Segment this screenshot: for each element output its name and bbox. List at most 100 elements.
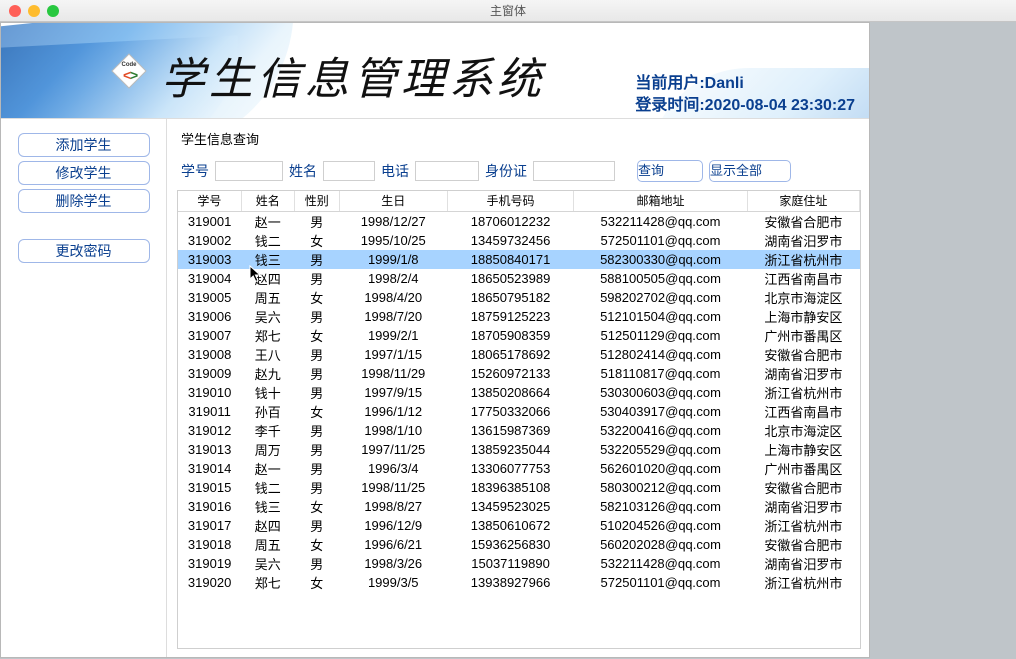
table-cell: 532205529@qq.com <box>574 440 747 459</box>
add-student-button[interactable]: 添加学生 <box>18 133 150 157</box>
table-row[interactable]: 319011孙百女1996/1/1217750332066530403917@q… <box>178 402 860 421</box>
table-row[interactable]: 319019吴六男1998/3/2615037119890532211428@q… <box>178 554 860 573</box>
table-cell: 512101504@qq.com <box>574 307 747 326</box>
body-row: 添加学生 修改学生 删除学生 更改密码 学生信息查询 学号 姓名 电话 身份证 … <box>1 119 869 657</box>
table-cell: 319008 <box>178 345 241 364</box>
table-cell: 男 <box>294 364 339 383</box>
col-header[interactable]: 学号 <box>178 191 241 211</box>
table-cell: 安徽省合肥市 <box>747 211 859 231</box>
table-cell: 1997/1/15 <box>339 345 447 364</box>
table-cell: 1998/1/10 <box>339 421 447 440</box>
table-cell: 319016 <box>178 497 241 516</box>
table-cell: 319020 <box>178 573 241 592</box>
delete-student-button[interactable]: 删除学生 <box>18 189 150 213</box>
table-cell: 安徽省合肥市 <box>747 345 859 364</box>
show-all-button[interactable]: 显示全部 <box>709 160 791 182</box>
table-cell: 男 <box>294 307 339 326</box>
table-cell: 580300212@qq.com <box>574 478 747 497</box>
table-row[interactable]: 319014赵一男1996/3/413306077753562601020@qq… <box>178 459 860 478</box>
col-header[interactable]: 生日 <box>339 191 447 211</box>
table-row[interactable]: 319015钱二男1998/11/2518396385108580300212@… <box>178 478 860 497</box>
table-row[interactable]: 319009赵九男1998/11/2915260972133518110817@… <box>178 364 860 383</box>
table-row[interactable]: 319017赵四男1996/12/913850610672510204526@q… <box>178 516 860 535</box>
table-cell: 安徽省合肥市 <box>747 478 859 497</box>
input-sno[interactable] <box>215 161 283 181</box>
table-row[interactable]: 319005周五女1998/4/2018650795182598202702@q… <box>178 288 860 307</box>
table-cell: 530403917@qq.com <box>574 402 747 421</box>
table-row[interactable]: 319002钱二女1995/10/2513459732456572501101@… <box>178 231 860 250</box>
table-row[interactable]: 319003钱三男1999/1/818850840171582300330@qq… <box>178 250 860 269</box>
input-id[interactable] <box>533 161 615 181</box>
table-cell: 13859235044 <box>447 440 574 459</box>
table-row[interactable]: 319016钱三女1998/8/2713459523025582103126@q… <box>178 497 860 516</box>
table-cell: 588100505@qq.com <box>574 269 747 288</box>
table-cell: 女 <box>294 402 339 421</box>
table-cell: 周万 <box>241 440 294 459</box>
table-cell: 男 <box>294 421 339 440</box>
col-header[interactable]: 家庭住址 <box>747 191 859 211</box>
edit-student-button[interactable]: 修改学生 <box>18 161 150 185</box>
table-row[interactable]: 319008王八男1997/1/1518065178692512802414@q… <box>178 345 860 364</box>
table-cell: 319001 <box>178 211 241 231</box>
table-cell: 江西省南昌市 <box>747 269 859 288</box>
table-cell: 319003 <box>178 250 241 269</box>
table-row[interactable]: 319020郑七女1999/3/513938927966572501101@qq… <box>178 573 860 592</box>
col-header[interactable]: 邮箱地址 <box>574 191 747 211</box>
table-cell: 1999/3/5 <box>339 573 447 592</box>
label-id: 身份证 <box>485 161 527 181</box>
table-row[interactable]: 319007郑七女1999/2/118705908359512501129@qq… <box>178 326 860 345</box>
table-row[interactable]: 319013周万男1997/11/2513859235044532205529@… <box>178 440 860 459</box>
login-time: 2020-08-04 23:30:27 <box>705 97 855 114</box>
input-tel[interactable] <box>415 161 479 181</box>
table-row[interactable]: 319001赵一男1998/12/2718706012232532211428@… <box>178 211 860 231</box>
table-cell: 532211428@qq.com <box>574 211 747 231</box>
table-cell: 男 <box>294 250 339 269</box>
table-cell: 562601020@qq.com <box>574 459 747 478</box>
table-cell: 1998/11/29 <box>339 364 447 383</box>
table-cell: 1997/9/15 <box>339 383 447 402</box>
table-cell: 319011 <box>178 402 241 421</box>
table-row[interactable]: 319018周五女1996/6/2115936256830560202028@q… <box>178 535 860 554</box>
table-cell: 13459523025 <box>447 497 574 516</box>
table-cell: 560202028@qq.com <box>574 535 747 554</box>
table-cell: 周五 <box>241 535 294 554</box>
table-cell: 319007 <box>178 326 241 345</box>
table-cell: 男 <box>294 554 339 573</box>
table-cell: 浙江省杭州市 <box>747 250 859 269</box>
col-header[interactable]: 性别 <box>294 191 339 211</box>
col-header[interactable]: 手机号码 <box>447 191 574 211</box>
table-cell: 319006 <box>178 307 241 326</box>
table-cell: 赵四 <box>241 269 294 288</box>
table-cell: 319018 <box>178 535 241 554</box>
student-table-wrap: 学号姓名性别生日手机号码邮箱地址家庭住址 319001赵一男1998/12/27… <box>177 190 861 649</box>
table-cell: 钱三 <box>241 497 294 516</box>
table-cell: 532200416@qq.com <box>574 421 747 440</box>
table-cell: 530300603@qq.com <box>574 383 747 402</box>
table-cell: 13850208664 <box>447 383 574 402</box>
table-row[interactable]: 319012李千男1998/1/1013615987369532200416@q… <box>178 421 860 440</box>
main-window: Code < > 学生信息管理系统 当前用户:Danli 登录时间:2020-0… <box>0 22 870 658</box>
change-password-button[interactable]: 更改密码 <box>18 239 150 263</box>
table-cell: 女 <box>294 535 339 554</box>
table-cell: 湖南省汨罗市 <box>747 364 859 383</box>
table-cell: 广州市番禺区 <box>747 459 859 478</box>
table-cell: 1996/3/4 <box>339 459 447 478</box>
table-cell: 1997/11/25 <box>339 440 447 459</box>
table-row[interactable]: 319010钱十男1997/9/1513850208664530300603@q… <box>178 383 860 402</box>
table-cell: 18706012232 <box>447 211 574 231</box>
input-name[interactable] <box>323 161 375 181</box>
sidebar: 添加学生 修改学生 删除学生 更改密码 <box>1 119 167 657</box>
search-button[interactable]: 查询 <box>637 160 703 182</box>
table-cell: 湖南省汨罗市 <box>747 497 859 516</box>
table-cell: 男 <box>294 211 339 231</box>
table-cell: 319013 <box>178 440 241 459</box>
table-cell: 1999/1/8 <box>339 250 447 269</box>
table-cell: 赵一 <box>241 211 294 231</box>
table-cell: 1998/8/27 <box>339 497 447 516</box>
table-cell: 319005 <box>178 288 241 307</box>
table-cell: 王八 <box>241 345 294 364</box>
col-header[interactable]: 姓名 <box>241 191 294 211</box>
table-row[interactable]: 319006吴六男1998/7/2018759125223512101504@q… <box>178 307 860 326</box>
table-cell: 1995/10/25 <box>339 231 447 250</box>
table-row[interactable]: 319004赵四男1998/2/418650523989588100505@qq… <box>178 269 860 288</box>
